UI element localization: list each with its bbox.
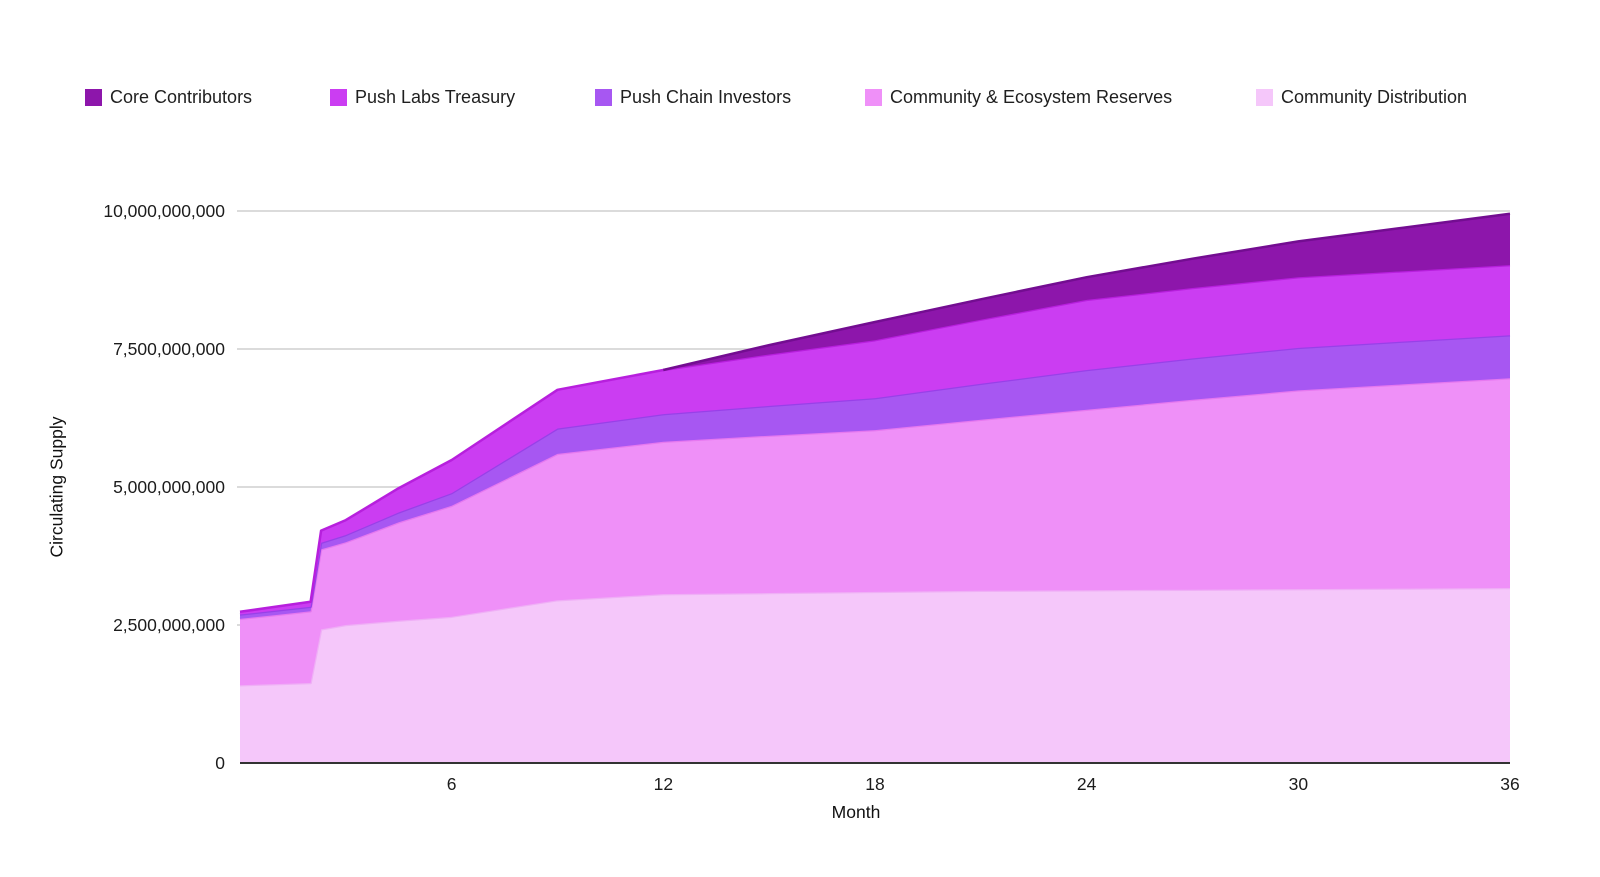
x-tick-label: 12: [654, 774, 673, 794]
legend-item-4[interactable]: Community Distribution: [1256, 86, 1468, 107]
area-push-chain-investors: [240, 335, 1510, 619]
y-tick-label: 5,000,000,000: [113, 477, 225, 497]
x-tick-label: 24: [1077, 774, 1097, 794]
legend-item-3[interactable]: Community & Ecosystem Reserves: [865, 86, 1173, 107]
y-axis-title: Circulating Supply: [46, 416, 67, 558]
y-tick-label: 0: [215, 753, 225, 773]
x-tick-label: 36: [1500, 774, 1519, 794]
x-tick-label: 18: [865, 774, 884, 794]
line-core-contributors: [663, 212, 1511, 372]
y-tick-label: 10,000,000,000: [103, 201, 225, 221]
y-tick-label: 7,500,000,000: [113, 339, 225, 359]
legend-swatch-icon: [595, 88, 612, 106]
legend-swatch-icon: [1256, 88, 1273, 106]
area-core-contributors: [663, 213, 1510, 370]
y-tick-label: 2,500,000,000: [113, 615, 225, 635]
area-push-labs-treasury: [240, 265, 1510, 615]
area-community-distribution: [240, 588, 1510, 763]
legend-swatch-icon: [330, 88, 347, 106]
x-tick-label: 6: [447, 774, 457, 794]
legend-item-label: Community Distribution: [1281, 86, 1468, 107]
x-axis-title: Month: [831, 802, 881, 822]
x-tick-label: 30: [1289, 774, 1309, 794]
legend-swatch-icon: [85, 88, 102, 106]
legend-item-label: Core Contributors: [110, 86, 253, 107]
legend-item-label: Community & Ecosystem Reserves: [890, 86, 1173, 107]
legend-item-2[interactable]: Push Chain Investors: [595, 86, 792, 107]
legend-item-label: Push Labs Treasury: [355, 86, 516, 107]
legend-swatch-icon: [865, 88, 882, 106]
legend-item-1[interactable]: Push Labs Treasury: [330, 86, 516, 107]
legend-item-label: Push Chain Investors: [620, 86, 792, 107]
legend-item-0[interactable]: Core Contributors: [85, 86, 253, 107]
